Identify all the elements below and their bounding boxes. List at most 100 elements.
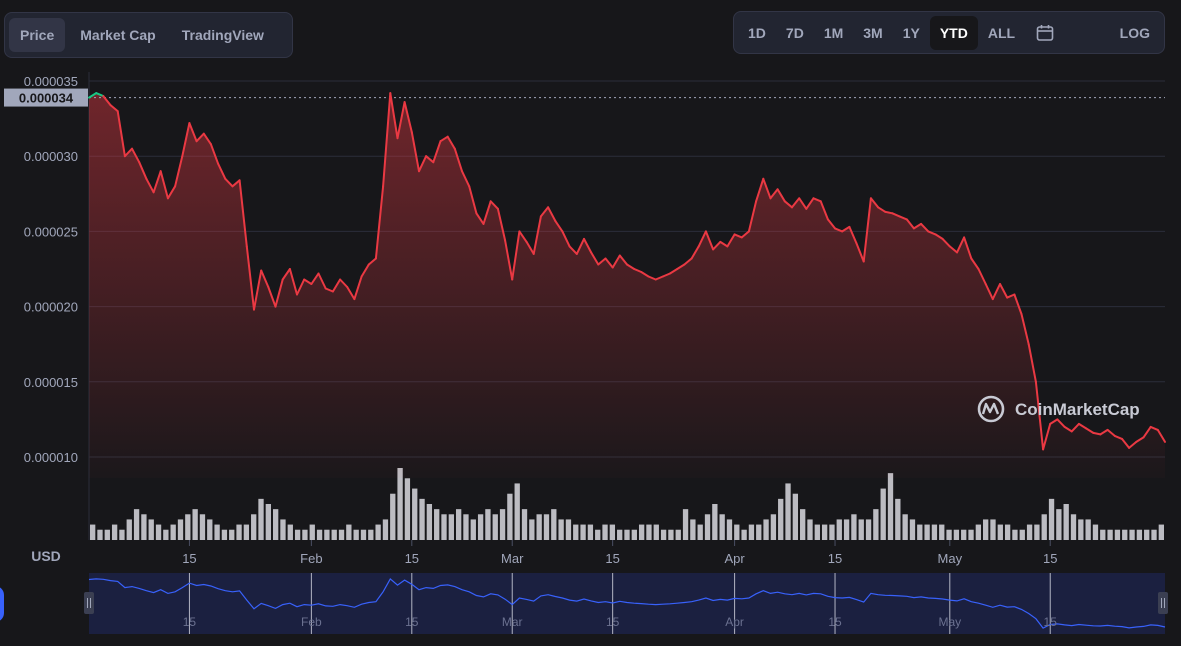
volume-bar (690, 519, 696, 540)
price-segment (439, 135, 449, 143)
price-segment (166, 185, 177, 200)
volume-bar (236, 524, 242, 540)
price-segment (740, 230, 750, 239)
volume-bar (573, 524, 579, 540)
volume-bar (360, 529, 367, 540)
volume-bar (258, 498, 264, 540)
calendar-icon[interactable] (1025, 16, 1065, 50)
range-1d-button[interactable]: 1D (748, 24, 766, 41)
volume-bar (1012, 529, 1018, 540)
scroll-indicator[interactable] (0, 586, 4, 622)
volume-bar (1056, 509, 1062, 540)
volume-bar (829, 524, 835, 540)
volume-bar (887, 473, 894, 540)
volume-bar (551, 509, 557, 540)
log-scale-toggle[interactable]: LOG (1119, 24, 1150, 41)
price-segment (848, 225, 858, 245)
volume-bar (748, 524, 755, 540)
volume-bar (617, 529, 623, 540)
volume-bar (499, 509, 506, 540)
price-segment (116, 110, 126, 158)
price-segment (374, 185, 385, 260)
price-segment (1042, 422, 1052, 451)
volume-bar (880, 488, 886, 540)
volume-bar (682, 509, 689, 540)
range-ytd-button[interactable]: YTD (929, 15, 978, 50)
volume-bar (426, 504, 433, 540)
volume-bar (1078, 519, 1084, 540)
volume-bar (521, 509, 528, 540)
price-segment (418, 155, 428, 173)
price-segment (597, 257, 607, 266)
price-segment (274, 278, 284, 308)
volume-bar (1114, 529, 1121, 540)
tab-market-cap[interactable]: Market Cap (80, 27, 156, 43)
volume-bar (873, 509, 879, 540)
volume-bar (346, 524, 352, 540)
price-segment (353, 275, 363, 301)
volume-bar (485, 509, 491, 540)
volume-bar (843, 519, 850, 540)
y-axis: 0.000035 0.000030 0.000025 0.000020 0.000015… (24, 74, 78, 465)
price-segment (410, 131, 420, 173)
volume-bar (492, 514, 498, 540)
price-segment (310, 272, 320, 285)
price-segment (296, 278, 306, 296)
navigator-tick-label: Mar (502, 615, 523, 629)
tab-price[interactable]: Price (9, 18, 66, 52)
volume-bar (463, 514, 469, 540)
range-1y-button[interactable]: 1Y (902, 24, 920, 41)
volume-bars (90, 468, 1164, 540)
price-segment (396, 101, 406, 140)
volume-bar (287, 524, 293, 540)
volume-bar (265, 504, 271, 540)
price-segment (138, 161, 148, 180)
range-all-button[interactable]: ALL (987, 24, 1016, 41)
price-segment (267, 286, 277, 308)
navigator-tick-label: 15 (405, 615, 419, 629)
price-segment (403, 101, 413, 134)
volume-bar (243, 524, 250, 540)
range-1m-button[interactable]: 1M (823, 24, 844, 41)
price-segment (633, 268, 643, 273)
price-segment (1056, 418, 1066, 428)
volume-bar (324, 529, 330, 540)
range-7d-button[interactable]: 7D (785, 24, 804, 41)
price-segment (963, 236, 973, 260)
price-segment (245, 245, 255, 311)
volume-bar (1085, 519, 1091, 540)
price-segment (324, 287, 334, 293)
price-segment (1121, 437, 1131, 449)
x-tick-label: Apr (724, 551, 745, 566)
volume-bar (558, 519, 564, 540)
volume-bar (1048, 498, 1055, 540)
price-segment (956, 236, 966, 254)
volume-bar (726, 519, 733, 540)
price-segment (747, 200, 758, 233)
navigator-right-handle[interactable] (1158, 592, 1168, 614)
price-segment (1099, 428, 1109, 436)
tab-tradingview[interactable]: TradingView (181, 27, 264, 43)
volume-bar (756, 524, 762, 540)
volume-bar (1136, 529, 1143, 540)
price-segment (575, 237, 585, 255)
range-3m-button[interactable]: 3M (863, 24, 883, 41)
volume-bar (199, 514, 206, 540)
volume-bar (851, 514, 857, 540)
price-segment (209, 143, 220, 165)
price-segment (719, 240, 729, 248)
volume-bar (111, 524, 118, 540)
volume-bar (1122, 529, 1128, 540)
price-segment (174, 155, 184, 188)
navigator-left-handle[interactable] (84, 592, 94, 614)
volume-bar (375, 524, 381, 540)
price-segment (683, 257, 693, 266)
volume-bar (704, 514, 711, 540)
x-tick-label: Feb (300, 551, 322, 566)
price-segment (783, 200, 793, 209)
volume-bar (807, 519, 813, 540)
navigator[interactable]: 15 Feb 15 Mar 15 Apr 15 May 15 (84, 573, 1168, 634)
coinmarketcap-logo-icon (977, 395, 1005, 423)
volume-bar (1034, 524, 1040, 540)
